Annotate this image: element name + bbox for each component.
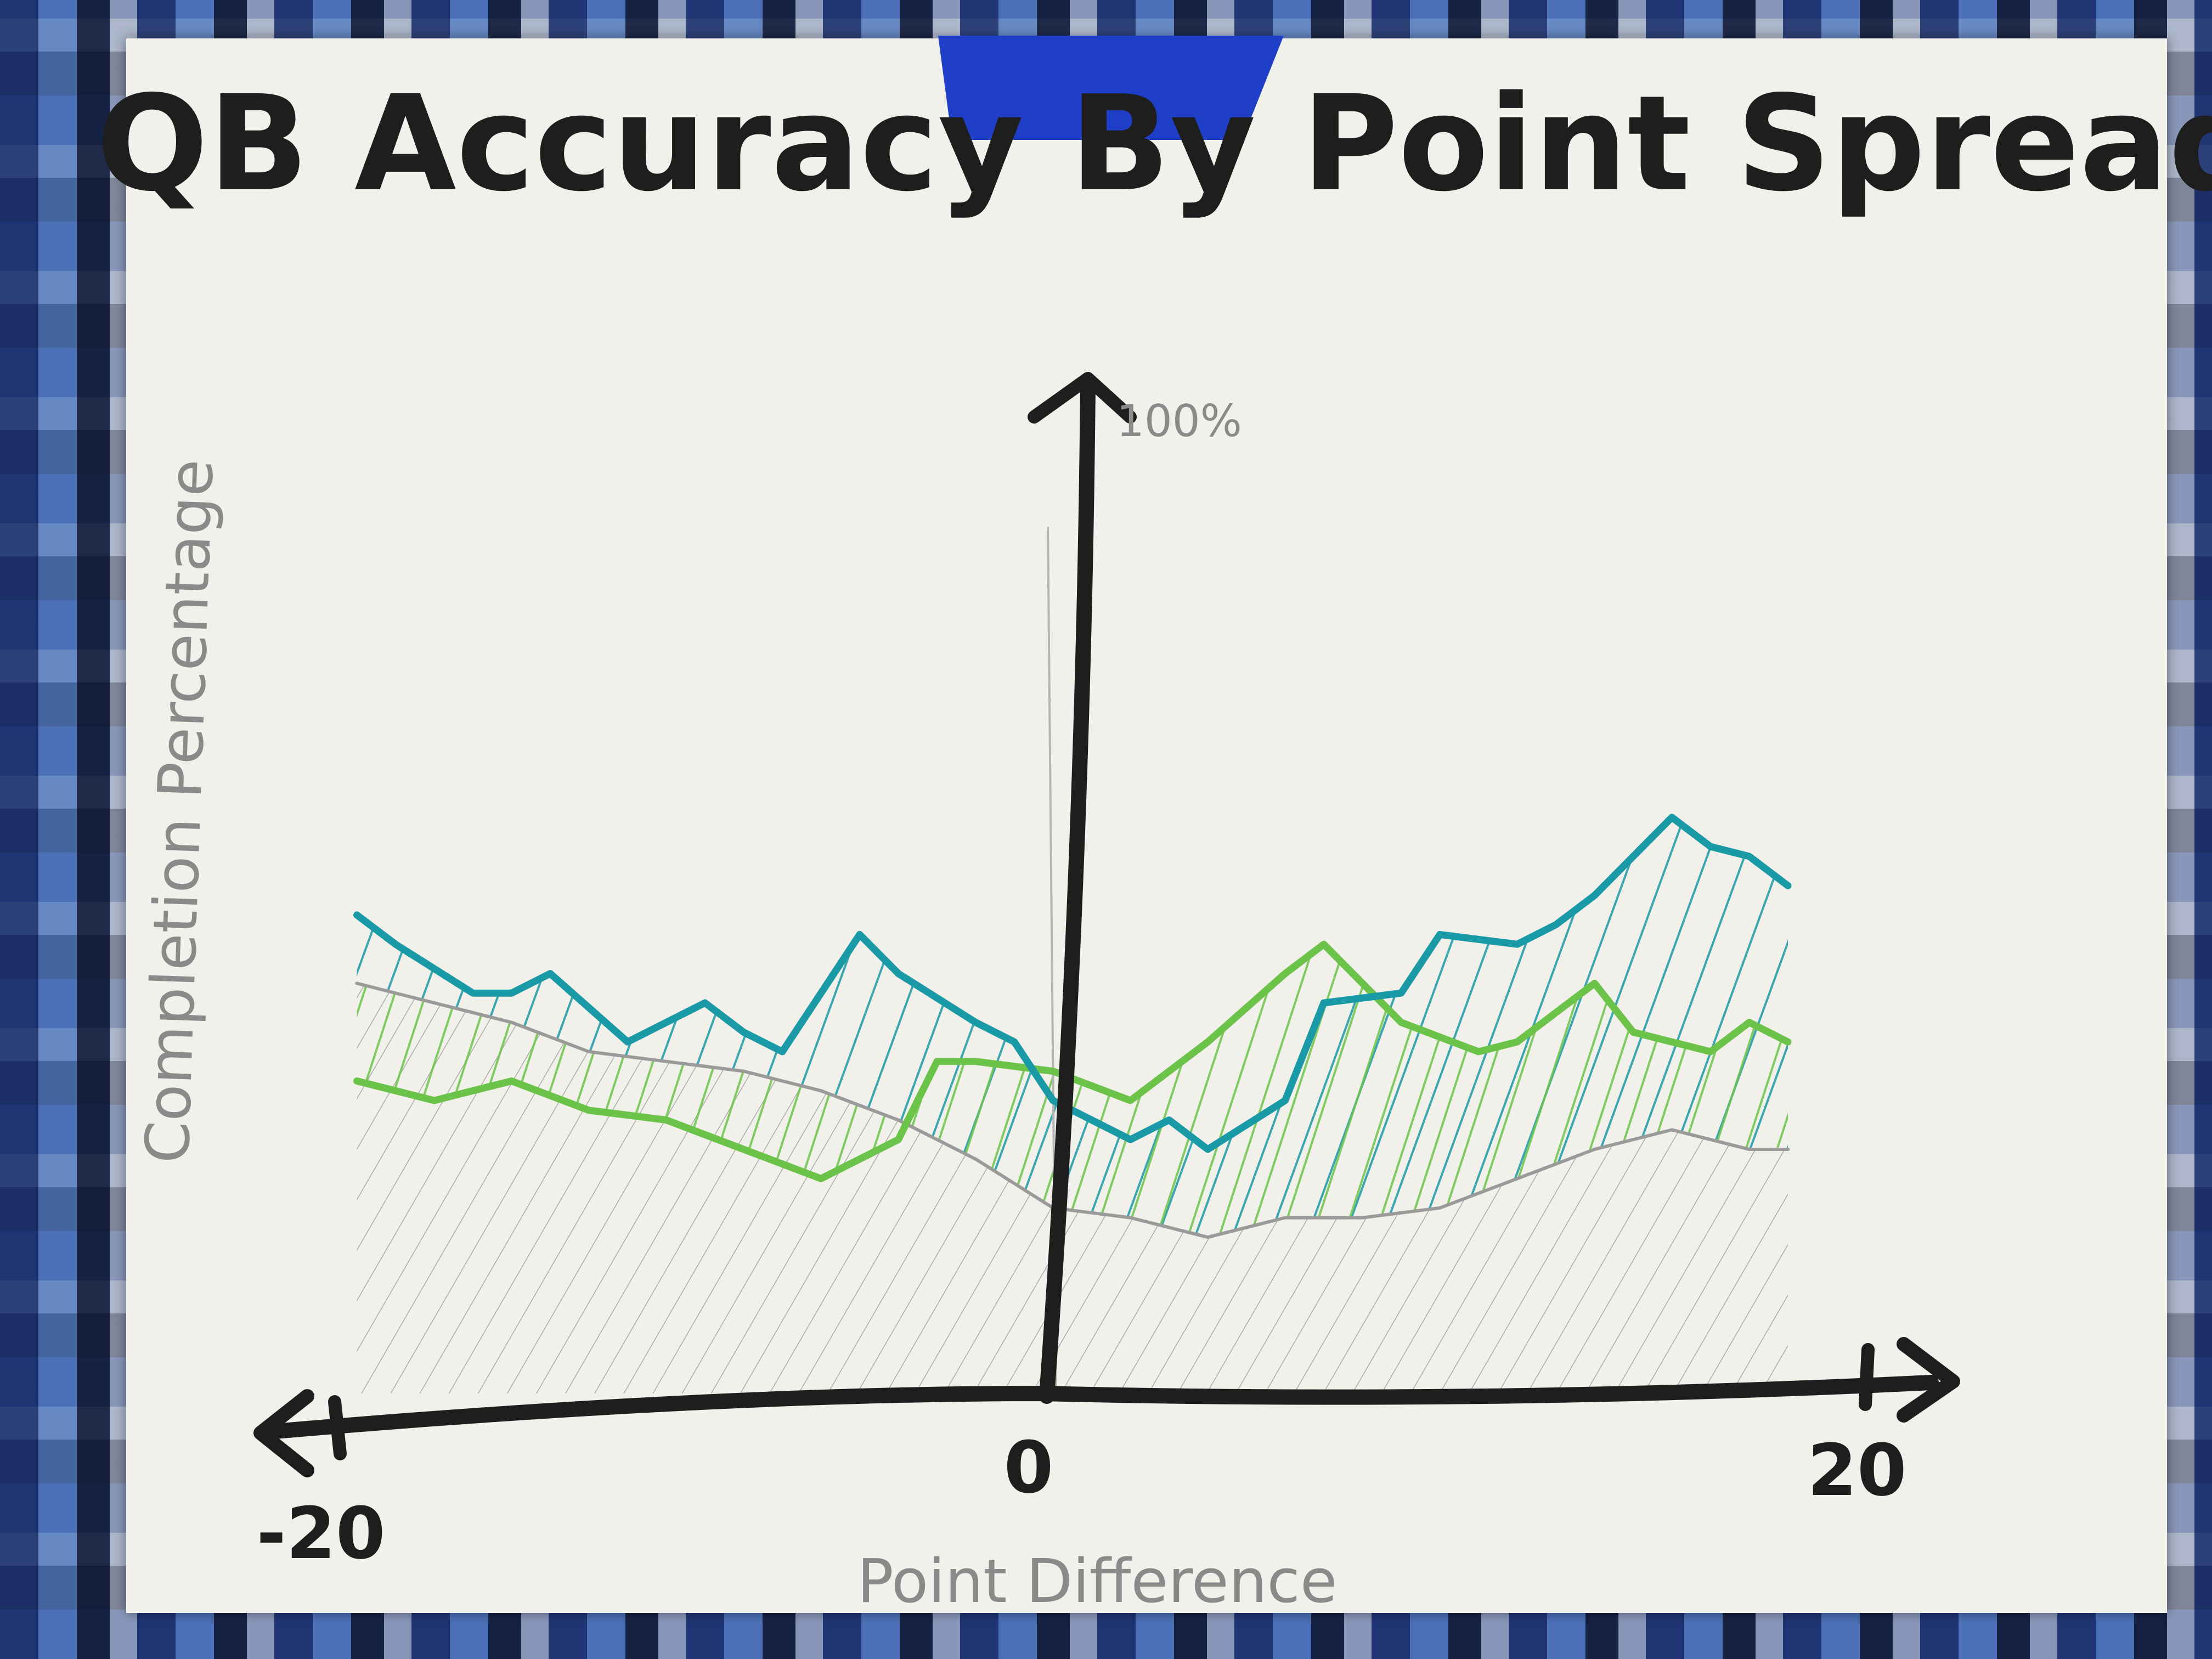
teal-series-point	[1785, 882, 1791, 889]
x-tick-label-neg20: -20	[257, 1492, 386, 1575]
green-series-point	[1049, 1068, 1057, 1075]
teal-series-point	[1436, 931, 1443, 938]
green-series-point	[1591, 980, 1598, 987]
teal-series-point	[895, 970, 902, 977]
gray-series-point	[1438, 1206, 1442, 1210]
gray-series-point	[1128, 1216, 1132, 1220]
green-series-point	[1630, 1029, 1637, 1036]
teal-series-point	[547, 970, 554, 977]
teal-series-point	[508, 990, 515, 997]
green-series-point	[1746, 1019, 1753, 1026]
teal-series-point	[972, 1019, 979, 1026]
green-series-point	[585, 1107, 592, 1114]
green-series-point	[1514, 1039, 1521, 1046]
x-axis-left-tick	[328, 1395, 347, 1460]
gray-series-point	[1283, 1216, 1287, 1220]
series-layer	[353, 814, 1792, 1239]
teal-series-point	[1746, 853, 1753, 860]
teal-series-point	[1321, 1000, 1327, 1006]
green-series-point	[1707, 1048, 1714, 1055]
chart-title: QB Accuracy By Point Spread	[97, 67, 2212, 221]
x-tick-label-0: 0	[1004, 1426, 1053, 1509]
gray-series-point	[896, 1118, 900, 1122]
green-series-point	[1282, 970, 1289, 977]
teal-series-point	[1591, 892, 1598, 899]
teal-series-point	[392, 941, 399, 948]
gray-series-point	[432, 1001, 436, 1005]
gray-series-point	[1515, 1177, 1519, 1181]
gray-series-line	[355, 981, 1790, 1239]
gray-series-point	[974, 1157, 978, 1161]
teal-series-point	[779, 1048, 786, 1055]
teal-series-point	[702, 1000, 708, 1006]
teal-series-point	[1553, 921, 1559, 928]
gray-series-point	[1786, 1148, 1790, 1151]
green-series-point	[431, 1097, 438, 1104]
y-axis-label: Completion Percentage	[132, 458, 227, 1164]
teal-series-point	[470, 990, 476, 997]
gray-series-point	[1206, 1235, 1210, 1239]
teal-series-line	[353, 814, 1792, 1153]
green-series-point	[1204, 1039, 1211, 1046]
teal-series-point	[740, 1029, 747, 1036]
gray-series-point	[510, 1020, 514, 1024]
green-series-point	[972, 1058, 979, 1065]
gray-series-point	[1747, 1148, 1751, 1151]
teal-series-point	[1166, 1116, 1172, 1124]
teal-series-point	[1398, 990, 1404, 997]
x-axis-right-tick	[1859, 1343, 1875, 1411]
gray-series-point	[664, 1059, 668, 1063]
x-axis-right-arrow	[1897, 1337, 1960, 1423]
y-axis-arrow	[1028, 372, 1137, 424]
x-axis-label: Point Difference	[857, 1546, 1337, 1616]
green-series-point	[895, 1136, 902, 1143]
x-axis-left-arrow	[253, 1389, 314, 1477]
teal-series-point	[624, 1039, 631, 1046]
green-series-point	[353, 1077, 360, 1085]
y-axis-line	[1039, 376, 1096, 1404]
green-series-point	[1398, 1019, 1404, 1026]
blue-tape	[938, 36, 1284, 140]
green-series-point	[1321, 941, 1327, 948]
green-series-point	[1785, 1039, 1791, 1046]
green-series-point	[817, 1175, 825, 1182]
gray-series-point	[587, 1050, 591, 1053]
gray-series-point	[1670, 1128, 1674, 1132]
green-series-point	[1127, 1097, 1134, 1104]
teal-series-point	[353, 911, 360, 918]
teal-series-point	[1668, 814, 1675, 821]
green-series-point	[1475, 1048, 1482, 1055]
x-tick-label-20: 20	[1808, 1429, 1907, 1512]
teal-series-point	[1204, 1146, 1211, 1153]
teal-series-point	[1127, 1136, 1134, 1143]
teal-series-point	[1049, 1097, 1057, 1104]
gray-series-point	[1361, 1216, 1364, 1220]
green-series-point	[740, 1146, 747, 1153]
teal-series-point	[1514, 941, 1521, 948]
y-top-label: 100%	[1116, 396, 1242, 447]
green-series-point	[934, 1058, 940, 1065]
gray-series-point	[819, 1089, 823, 1093]
green-series-point	[508, 1077, 515, 1085]
teal-series-point	[1707, 843, 1714, 850]
gray-series-point	[1593, 1148, 1596, 1151]
gray-series-point	[355, 981, 359, 985]
teal-series-point	[1282, 1097, 1289, 1104]
teal-series-point	[1011, 1039, 1018, 1046]
gray-series-point	[742, 1069, 746, 1073]
teal-series-point	[856, 931, 863, 938]
green-series-point	[663, 1116, 670, 1124]
